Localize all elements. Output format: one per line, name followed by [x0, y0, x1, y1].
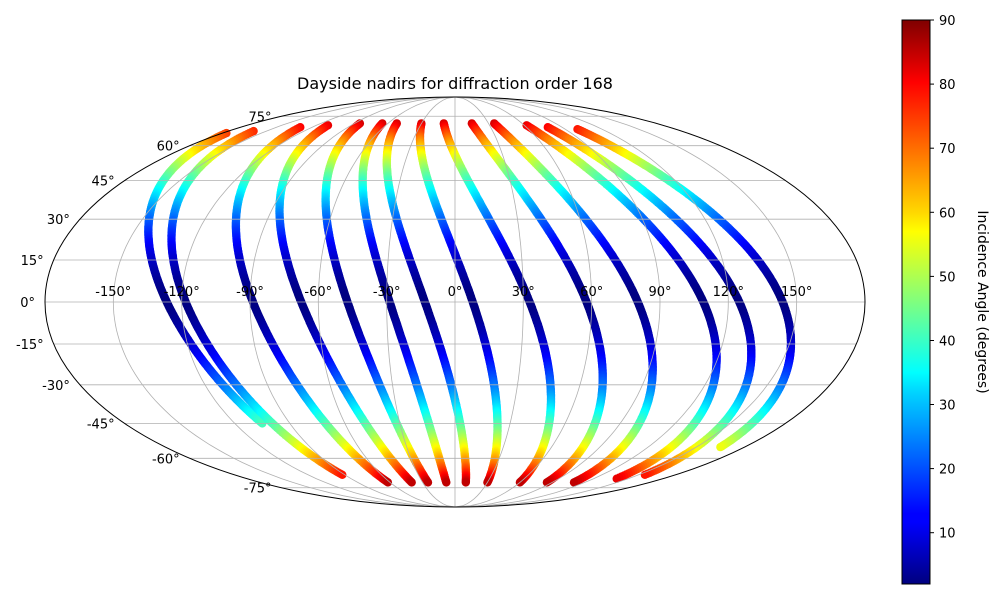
- track-point: [338, 470, 347, 479]
- x-tick-label: 120°: [713, 285, 744, 300]
- y-tick-label: -60°: [152, 452, 180, 467]
- colorbar-tick-label: 10: [939, 527, 956, 542]
- orbit-track: [321, 119, 433, 487]
- track-point: [407, 478, 416, 487]
- colorbar-label: Incidence Angle (degrees): [974, 210, 990, 393]
- colorbar-tick-label: 70: [939, 142, 956, 157]
- x-tick-label: 30°: [512, 285, 535, 300]
- orbit-track: [231, 123, 393, 487]
- x-tick-label: 90°: [648, 285, 671, 300]
- colorbar-ticks: 10 20 30 40 50 60 70 80 90: [930, 14, 956, 542]
- orbit-track: [382, 119, 471, 487]
- colorbar-tick-label: 60: [939, 206, 956, 221]
- graticule: [45, 96, 865, 508]
- x-tick-label: -120°: [164, 285, 200, 300]
- x-tick-label: 60°: [580, 285, 603, 300]
- x-tick-label: -150°: [95, 285, 131, 300]
- y-tick-label: 60°: [157, 140, 180, 155]
- x-tick-label: -30°: [373, 285, 401, 300]
- track-point: [461, 478, 470, 487]
- y-tick-label: -15°: [16, 338, 44, 353]
- y-tick-label: 0°: [20, 296, 35, 311]
- colorbar-tick-label: 90: [939, 14, 956, 29]
- orbit-track: [522, 121, 721, 483]
- y-tick-label: -75°: [244, 482, 272, 497]
- x-tick-label: -90°: [236, 285, 264, 300]
- track-point: [383, 478, 393, 487]
- track-point: [423, 478, 433, 487]
- orbit-track: [573, 125, 796, 452]
- track-point: [640, 470, 650, 479]
- track-point: [612, 474, 621, 483]
- y-tick-label: -30°: [42, 379, 70, 394]
- x-tick-label: 150°: [781, 285, 812, 300]
- x-tick-label: -60°: [304, 285, 332, 300]
- orbit-track: [543, 123, 756, 479]
- y-tick-label: 30°: [47, 213, 70, 228]
- colorbar-tick-label: 30: [939, 399, 956, 414]
- colorbar-tick-label: 40: [939, 335, 956, 350]
- colorbar-tick-label: 80: [939, 78, 956, 93]
- y-tick-label: 75°: [248, 110, 271, 125]
- orbit-track: [167, 126, 347, 479]
- y-tick-label: -45°: [87, 417, 115, 432]
- scatter-tracks: [144, 119, 796, 487]
- colorbar-tick-label: 50: [939, 270, 956, 285]
- colorbar-tick-label: 20: [939, 463, 956, 478]
- track-point: [569, 478, 579, 487]
- colorbar: [901, 19, 931, 585]
- track-point: [716, 442, 725, 452]
- orbit-track: [490, 119, 657, 487]
- orbit-track: [275, 121, 416, 487]
- y-tick-label: 45°: [92, 175, 115, 190]
- orbit-track: [467, 119, 607, 487]
- track-point: [442, 478, 451, 487]
- y-tick-label: 15°: [21, 254, 44, 269]
- chart-title: Dayside nadirs for diffraction order 168: [297, 74, 613, 93]
- x-tick-label: 0°: [448, 285, 463, 300]
- orbit-track: [144, 128, 267, 428]
